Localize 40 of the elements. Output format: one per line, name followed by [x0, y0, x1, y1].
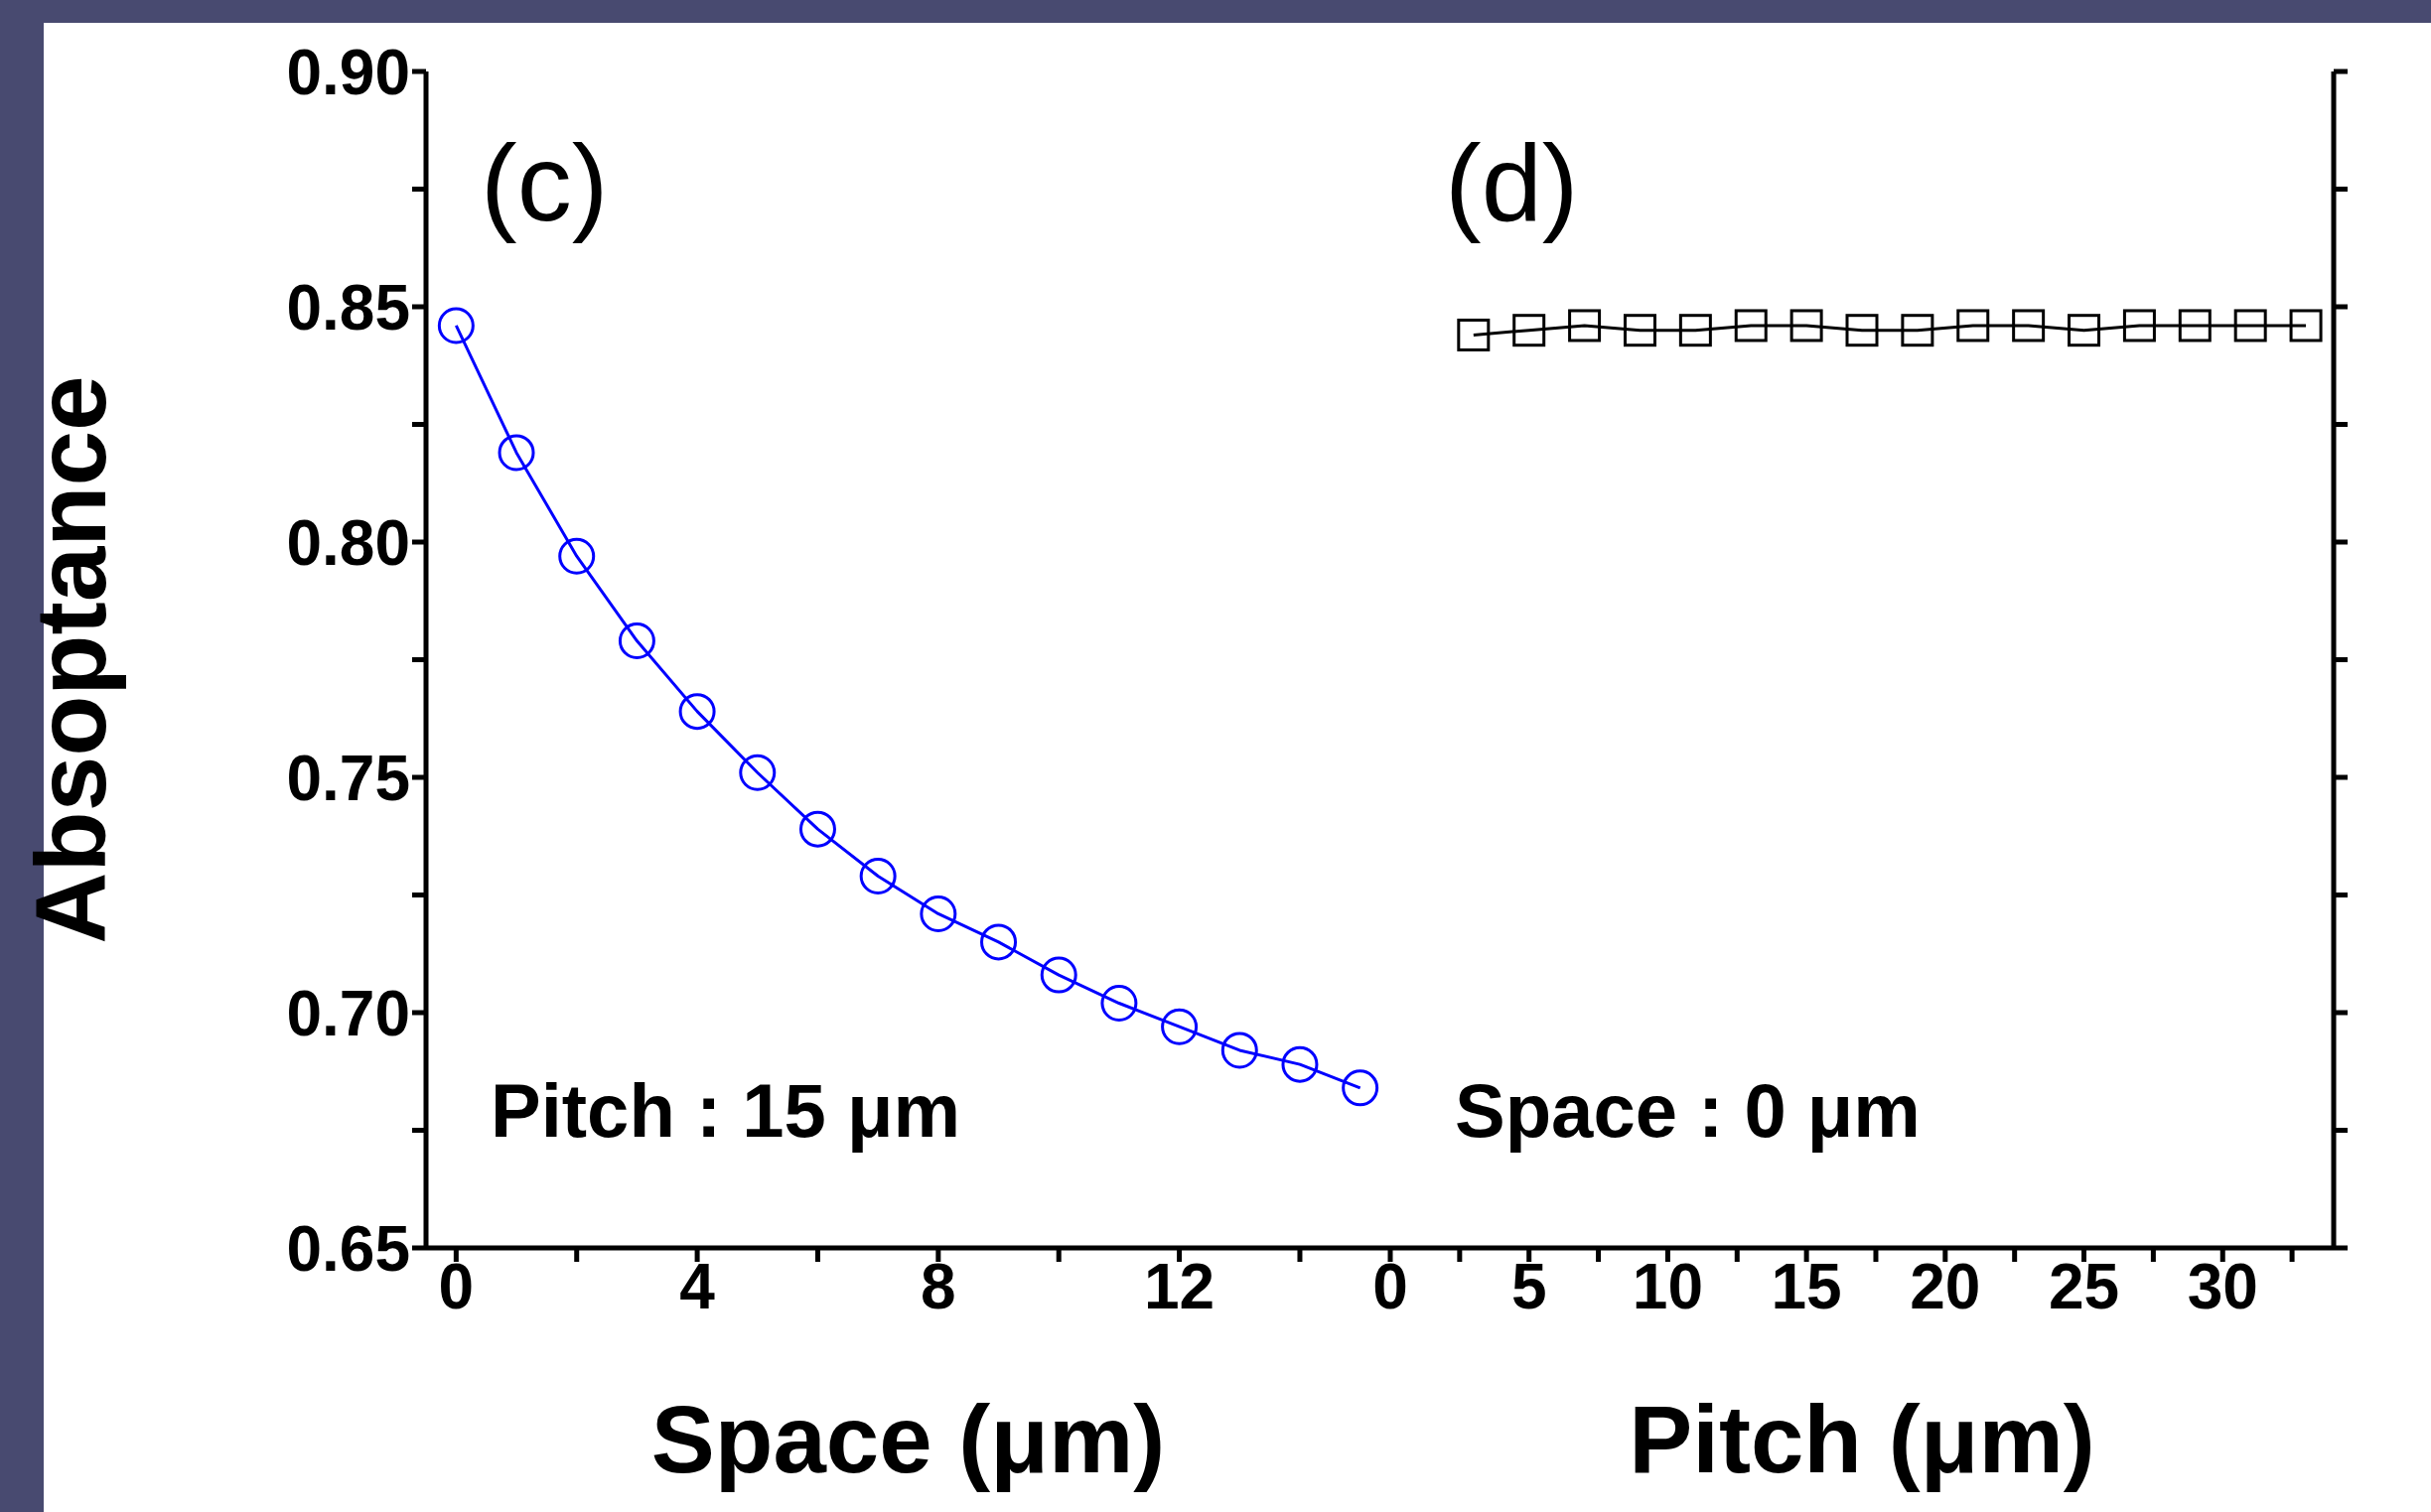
- point: [1161, 1008, 1199, 1045]
- point: [1100, 985, 1138, 1023]
- x-tick-label: 12: [1144, 1251, 1216, 1323]
- y-axis-title: Absoptance: [14, 375, 126, 944]
- y-tick-label: 0.75: [286, 742, 410, 814]
- y-tick-label: 0.90: [286, 36, 410, 108]
- annotation: (c): [481, 120, 609, 245]
- point: [980, 923, 1018, 961]
- annotation: (d): [1445, 120, 1579, 245]
- x-tick-label: 25: [2048, 1251, 2120, 1323]
- x-tick-label: 4: [679, 1251, 716, 1323]
- x-axis-title: Pitch (μm): [1629, 1386, 2095, 1492]
- y-tick-label: 0.70: [286, 977, 410, 1049]
- point: [1040, 956, 1077, 994]
- x-tick-label: 0: [438, 1251, 475, 1323]
- annotation: Pitch : 15 μm: [491, 1067, 961, 1154]
- x-tick-label: 8: [921, 1251, 956, 1323]
- x-tick-label: 15: [1771, 1251, 1842, 1323]
- x-tick-label: 20: [1910, 1251, 1981, 1323]
- point: [498, 434, 535, 472]
- x-tick-label: 30: [2187, 1251, 2258, 1323]
- point: [798, 810, 836, 848]
- point: [558, 537, 596, 575]
- point: [678, 693, 716, 731]
- y-tick-label: 0.80: [286, 506, 410, 579]
- point: [1220, 1031, 1258, 1069]
- x-axis-title: Space (μm): [650, 1386, 1166, 1492]
- x-tick-label: 5: [1510, 1251, 1547, 1323]
- y-tick-label: 0.85: [286, 271, 410, 344]
- point: [920, 894, 957, 932]
- x-tick-label: 10: [1632, 1251, 1704, 1323]
- point: [1342, 1069, 1379, 1107]
- point: [437, 307, 475, 344]
- point: [739, 754, 777, 791]
- y-tick-label: 0.65: [286, 1212, 410, 1285]
- point: [1281, 1045, 1319, 1083]
- point: [618, 622, 655, 660]
- x-tick-label: 0: [1372, 1251, 1408, 1323]
- annotation: Space : 0 μm: [1455, 1067, 1921, 1154]
- point: [859, 858, 897, 895]
